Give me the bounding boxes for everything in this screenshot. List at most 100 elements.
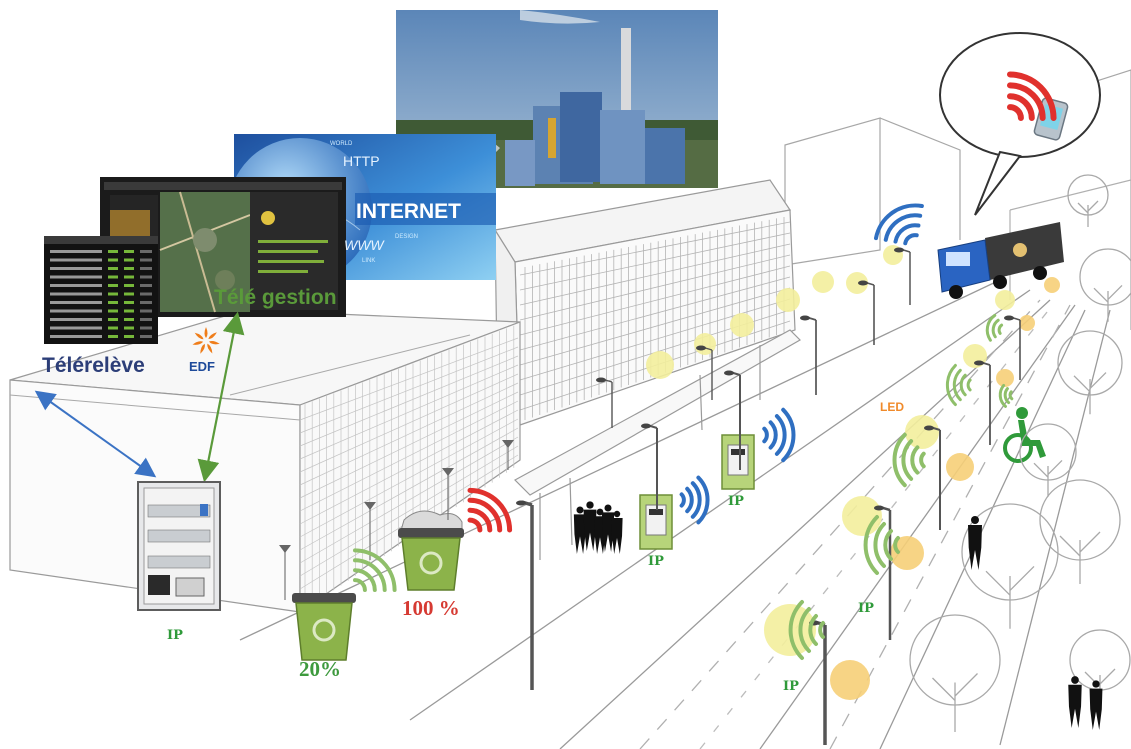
tree-trunk (1073, 372, 1107, 415)
lamp-glow (946, 453, 974, 481)
lamp-head (641, 423, 651, 429)
server-status (124, 301, 134, 304)
wifi-signal-lamp-mid (863, 515, 900, 575)
server-status (124, 318, 134, 321)
telegestion-arrow (197, 311, 245, 483)
wifi-arc (685, 486, 694, 514)
lamp-head (924, 425, 934, 431)
wifi-arc (863, 515, 879, 575)
wifi-arc (883, 529, 893, 561)
server-status (124, 267, 134, 270)
wifi-arc (991, 318, 1000, 339)
lamp-head (974, 360, 984, 366)
wifi-arc (781, 407, 796, 463)
lamp-glow (1013, 243, 1027, 257)
wifi-arc (768, 420, 778, 450)
design-label: DESIGN (395, 234, 418, 240)
edf-label: EDF (189, 359, 215, 374)
pedestrian-body (601, 512, 615, 552)
wifi-arc (1003, 387, 1011, 405)
lamp-glow (730, 313, 754, 337)
server-cell (140, 292, 152, 296)
pedestrian-body (583, 509, 597, 551)
wifi-signal-lamp-low (788, 600, 825, 660)
server-status (108, 326, 118, 330)
facade-row (299, 382, 519, 486)
wifi-arc (818, 621, 825, 639)
street-lamps (279, 247, 1021, 745)
server-cell (140, 309, 152, 313)
server-screen (44, 236, 158, 344)
wifi-arc (903, 233, 919, 246)
pedestrian-silhouette (971, 516, 979, 524)
wheelchair-icon (1003, 407, 1046, 463)
pedestrian-body (968, 525, 982, 570)
lamp-glow (830, 660, 870, 700)
pedestrian-body (1068, 684, 1082, 728)
facade-row (299, 427, 519, 551)
wifi-signal-wheelchair (998, 383, 1014, 408)
edf-logo (192, 327, 220, 354)
window-row (519, 243, 791, 306)
tree-trunk (932, 673, 978, 732)
server-row (50, 301, 102, 304)
server-row (50, 275, 102, 279)
pedestrian-silhouette (586, 501, 594, 509)
server-row (50, 292, 102, 296)
server-cell (140, 267, 152, 270)
pedestrian-silhouette (1092, 680, 1100, 688)
server-row (50, 318, 102, 321)
waste-bin-full (398, 510, 464, 591)
wifi-arc (1008, 390, 1014, 401)
wifi-arc (798, 607, 811, 653)
pda-bubble (939, 32, 1101, 216)
wifi-arc (985, 313, 997, 342)
server-row (50, 326, 102, 330)
pedestrian-body (573, 514, 587, 554)
facade-row (299, 364, 519, 460)
telereleve-label: Télérelève (42, 354, 145, 377)
facade-row (299, 418, 519, 538)
wifi-signal-bin-empty (353, 548, 397, 592)
lamp-head (858, 280, 868, 286)
lamp-head (596, 377, 606, 383)
tree-trunk (1077, 200, 1099, 227)
window-row (519, 254, 791, 321)
server-status (124, 284, 134, 287)
server-status (108, 301, 118, 304)
wifi-arc (467, 507, 493, 533)
bin-full-percent: 100 % (402, 596, 460, 620)
pedestrian-silhouette (1071, 676, 1079, 684)
wifi-arc (808, 614, 818, 646)
server-cell (140, 275, 152, 279)
lamp-glow (846, 272, 868, 294)
wifi-arc (997, 323, 1004, 335)
wifi-arc (788, 600, 804, 660)
lamp-glow (1019, 315, 1035, 331)
telereleve-arrow (34, 390, 157, 478)
server-cell (140, 284, 152, 287)
wifi-signal-lamp-far (945, 363, 972, 407)
ip-label-street-mid: IP (858, 601, 874, 616)
pedestrian-silhouette (596, 508, 604, 516)
server-row (50, 335, 102, 338)
wifi-arc (467, 517, 483, 533)
wifi-arc (945, 363, 957, 407)
lamp-glow (1044, 277, 1060, 293)
pedestrian-body (611, 518, 623, 554)
wifi-arc (919, 451, 926, 469)
server-status (108, 258, 118, 262)
www-label: WWW (344, 237, 385, 253)
window-row (519, 276, 791, 351)
pedestrian-silhouette (604, 504, 612, 512)
tree-trunk (1093, 284, 1123, 322)
wifi-arc (690, 481, 702, 519)
server-status (108, 284, 118, 287)
facade-row (299, 391, 519, 499)
lamp-glow (812, 271, 834, 293)
server-row (50, 267, 102, 270)
server-status (108, 267, 118, 270)
wifi-signal-lamp-high (892, 432, 926, 488)
